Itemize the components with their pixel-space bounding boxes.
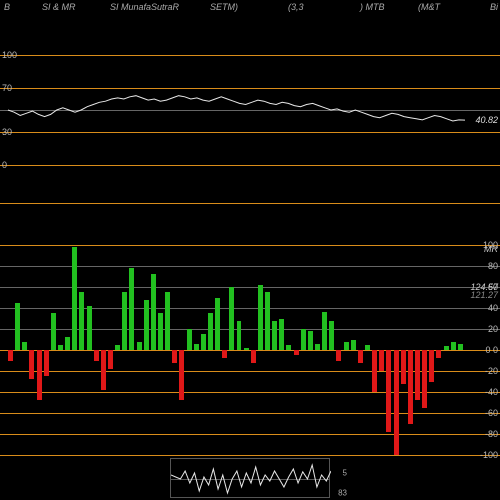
mr-bar: [344, 342, 349, 350]
mr-bar: [308, 331, 313, 350]
header-label: SI & MR: [42, 2, 76, 12]
mr-bar: [372, 350, 377, 392]
mr-bar: [87, 306, 92, 350]
mr-bar: [215, 298, 220, 351]
mr-bar: [322, 312, 327, 350]
mr-bar: [315, 344, 320, 350]
mr-bar: [458, 344, 463, 350]
mr-bar: [179, 350, 184, 400]
mr-bar: [286, 345, 291, 350]
mr-bar: [122, 292, 127, 350]
mr-panel: MR100806040200 0-20-40-60-80-100124.5712…: [0, 245, 500, 455]
header-label: (M&T: [418, 2, 440, 12]
overlay-value-label: 121.27: [470, 290, 498, 300]
mr-bar: [201, 334, 206, 350]
header-label: SETM): [210, 2, 238, 12]
mr-bar: [37, 350, 42, 400]
mr-bar: [294, 350, 299, 355]
mr-bar: [451, 342, 456, 350]
axis-tick-label: -60: [485, 408, 498, 418]
mini-axis-label: 5: [343, 469, 347, 478]
mr-bar: [144, 300, 149, 350]
mr-bar: [15, 303, 20, 350]
axis-tick-label: -80: [485, 429, 498, 439]
mr-bar: [29, 350, 34, 379]
mr-bar: [379, 350, 384, 371]
mr-bar: [115, 345, 120, 350]
mini-axis-label: 83: [338, 489, 347, 498]
mr-bar: [408, 350, 413, 424]
mr-bar: [51, 313, 56, 350]
axis-tick-label: 20: [488, 324, 498, 334]
mr-bar: [415, 350, 420, 400]
bar-container: [8, 245, 465, 455]
mr-bar: [158, 313, 163, 350]
mr-bar: [8, 350, 13, 361]
mr-bar: [279, 319, 284, 351]
mr-bar: [194, 344, 199, 350]
mr-bar: [351, 340, 356, 351]
mr-bar: [237, 321, 242, 350]
mr-bar: [394, 350, 399, 455]
rsi-panel: 1007030040.82: [0, 55, 500, 165]
mr-bar: [129, 268, 134, 350]
mr-bar: [172, 350, 177, 363]
axis-tick-label: 100: [483, 240, 498, 250]
axis-tick-label: -20: [485, 366, 498, 376]
mr-bar: [429, 350, 434, 382]
rsi-current-value: 40.82: [475, 115, 498, 125]
gridline: [0, 455, 500, 456]
spacer-panel: [0, 168, 500, 238]
axis-tick-label: 80: [488, 261, 498, 271]
header-label: SI MunafaSutraR: [110, 2, 179, 12]
mr-bar: [165, 292, 170, 350]
mr-bar: [251, 350, 256, 363]
header-label: Bi: [490, 2, 498, 12]
mr-bar: [444, 346, 449, 350]
header-row: B SI & MR SI MunafaSutraR SETM) (3,3 ) MTB (M&…: [0, 2, 500, 16]
gridline: [0, 165, 500, 166]
axis-tick-label: -100: [480, 450, 498, 460]
mr-bar: [258, 285, 263, 350]
mr-bar: [229, 287, 234, 350]
mr-bar: [436, 350, 441, 358]
mr-bar: [336, 350, 341, 361]
mr-bar: [72, 247, 77, 350]
gridline: [0, 203, 500, 204]
mr-bar: [187, 329, 192, 350]
mr-bar: [79, 292, 84, 350]
mr-bar: [44, 350, 49, 376]
mr-bar: [137, 342, 142, 350]
header-label: ) MTB: [360, 2, 385, 12]
axis-tick-label: 40: [488, 303, 498, 313]
mr-bar: [208, 313, 213, 350]
mr-bar: [94, 350, 99, 361]
header-label: B: [4, 2, 10, 12]
axis-tick-label: 0 0: [485, 345, 498, 355]
mr-bar: [108, 350, 113, 369]
mr-bar: [151, 274, 156, 350]
mr-bar: [222, 350, 227, 358]
mr-bar: [244, 348, 249, 350]
mini-line-chart: [171, 459, 331, 499]
mr-bar: [422, 350, 427, 408]
mr-bar: [301, 329, 306, 350]
mr-bar: [101, 350, 106, 390]
mr-bar: [65, 337, 70, 350]
mr-bar: [365, 345, 370, 350]
rsi-line-chart: [0, 55, 500, 165]
mr-bar: [401, 350, 406, 384]
mr-bar: [22, 342, 27, 350]
mr-bar: [58, 345, 63, 350]
header-label: (3,3: [288, 2, 304, 12]
mr-bar: [386, 350, 391, 432]
mr-bar: [272, 321, 277, 350]
axis-tick-label: -40: [485, 387, 498, 397]
mr-bar: [358, 350, 363, 363]
mr-bar: [265, 292, 270, 350]
mr-bar: [329, 321, 334, 350]
mini-oscillator-panel: 583: [170, 458, 330, 498]
